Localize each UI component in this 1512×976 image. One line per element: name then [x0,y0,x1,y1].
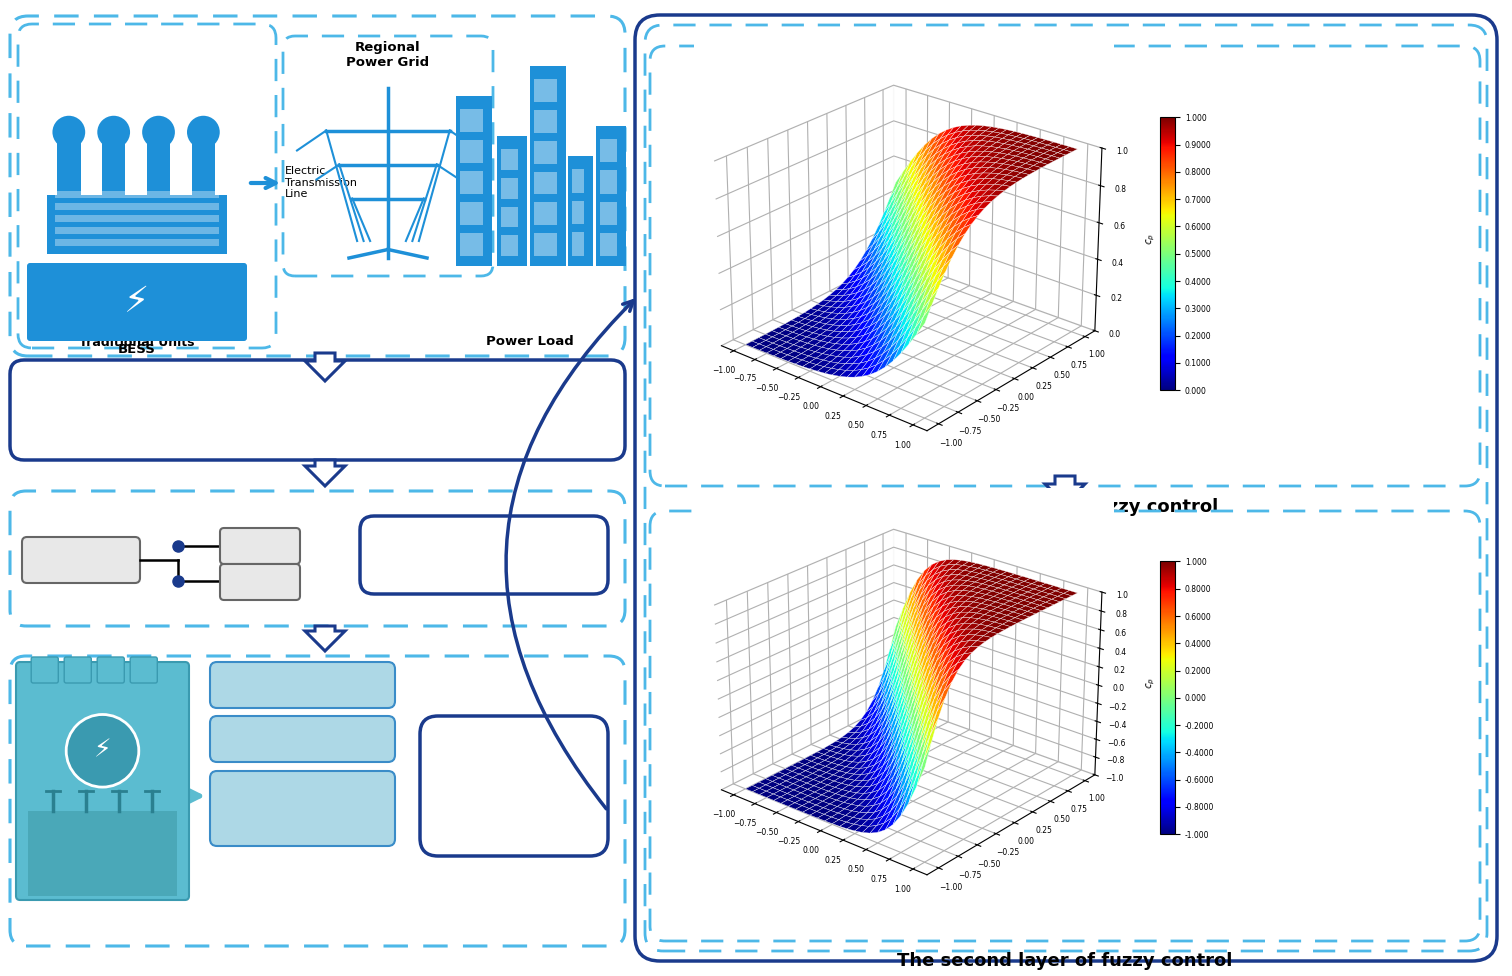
FancyBboxPatch shape [27,263,246,341]
FancyBboxPatch shape [56,190,219,198]
FancyBboxPatch shape [64,657,91,683]
Text: BESS: BESS [118,343,156,356]
FancyBboxPatch shape [460,109,482,132]
Text: Double Layer
Fuzzy Control: Double Layer Fuzzy Control [448,766,581,805]
FancyBboxPatch shape [221,564,299,600]
Polygon shape [1045,476,1086,504]
Polygon shape [305,626,345,651]
FancyBboxPatch shape [130,657,157,683]
FancyBboxPatch shape [192,132,215,195]
Text: The first layer of fuzzy control: The first layer of fuzzy control [912,498,1219,516]
FancyBboxPatch shape [56,215,219,222]
Text: ⚡: ⚡ [94,739,112,763]
FancyBboxPatch shape [56,226,219,234]
Circle shape [142,116,175,148]
FancyBboxPatch shape [47,195,227,254]
FancyBboxPatch shape [497,136,526,266]
Text: Electric
Transmission
Line: Electric Transmission Line [284,166,357,199]
FancyBboxPatch shape [460,140,482,163]
FancyBboxPatch shape [420,716,608,856]
Circle shape [67,714,139,787]
FancyBboxPatch shape [56,203,219,210]
FancyBboxPatch shape [11,360,624,460]
FancyBboxPatch shape [596,126,626,266]
FancyBboxPatch shape [534,141,558,164]
FancyArrowPatch shape [507,301,634,809]
Text: The second layer of fuzzy control: The second layer of fuzzy control [897,952,1232,970]
Text: Output situation: Output situation [248,733,357,746]
FancyBboxPatch shape [97,657,124,683]
FancyBboxPatch shape [32,657,59,683]
FancyBboxPatch shape [600,201,617,224]
Text: Controller: Controller [50,553,112,566]
FancyBboxPatch shape [500,178,517,198]
FancyBboxPatch shape [534,233,558,256]
Circle shape [187,116,219,148]
FancyBboxPatch shape [531,66,567,266]
FancyBboxPatch shape [210,716,395,762]
Text: Dual Mode Selection: Dual Mode Selection [389,546,581,564]
FancyBboxPatch shape [29,811,177,896]
FancyBboxPatch shape [360,516,608,594]
Text: ⚡: ⚡ [124,285,150,319]
FancyBboxPatch shape [600,170,617,193]
Text: Traditional Units: Traditional Units [79,336,195,349]
FancyBboxPatch shape [460,233,482,256]
Circle shape [97,116,130,148]
FancyBboxPatch shape [56,239,219,246]
FancyBboxPatch shape [600,139,617,162]
Text: complete the frequency modulation.: complete the frequency modulation. [138,418,496,436]
Text: FM Effect: FM Effect [271,678,333,692]
FancyBboxPatch shape [534,110,558,133]
FancyBboxPatch shape [534,202,558,225]
Text: Power Load: Power Load [487,335,575,348]
FancyBboxPatch shape [600,232,617,256]
FancyBboxPatch shape [455,96,491,266]
Text: ACE: ACE [246,540,274,552]
FancyBboxPatch shape [635,15,1497,961]
FancyBboxPatch shape [500,207,517,227]
Polygon shape [305,353,345,381]
FancyBboxPatch shape [460,171,482,194]
FancyBboxPatch shape [572,169,584,192]
Text: Traditional units cooperate with BESS to: Traditional units cooperate with BESS to [119,381,514,399]
Circle shape [53,116,85,148]
FancyBboxPatch shape [57,132,80,195]
Text: Charge
Maintenance
Level: Charge Maintenance Level [259,788,345,831]
FancyBboxPatch shape [500,235,517,256]
FancyBboxPatch shape [500,149,517,170]
FancyBboxPatch shape [534,79,558,102]
FancyBboxPatch shape [569,156,593,266]
FancyBboxPatch shape [23,537,141,583]
Text: Regional
Power Grid: Regional Power Grid [346,41,429,69]
FancyBboxPatch shape [210,771,395,846]
FancyBboxPatch shape [572,201,584,224]
FancyBboxPatch shape [572,232,584,256]
FancyBboxPatch shape [101,132,125,195]
Polygon shape [305,460,345,486]
FancyBboxPatch shape [17,662,189,900]
FancyBboxPatch shape [147,132,171,195]
FancyBboxPatch shape [534,172,558,194]
Text: ARR: ARR [246,576,274,589]
FancyBboxPatch shape [221,528,299,564]
FancyBboxPatch shape [460,202,482,225]
FancyBboxPatch shape [210,662,395,708]
